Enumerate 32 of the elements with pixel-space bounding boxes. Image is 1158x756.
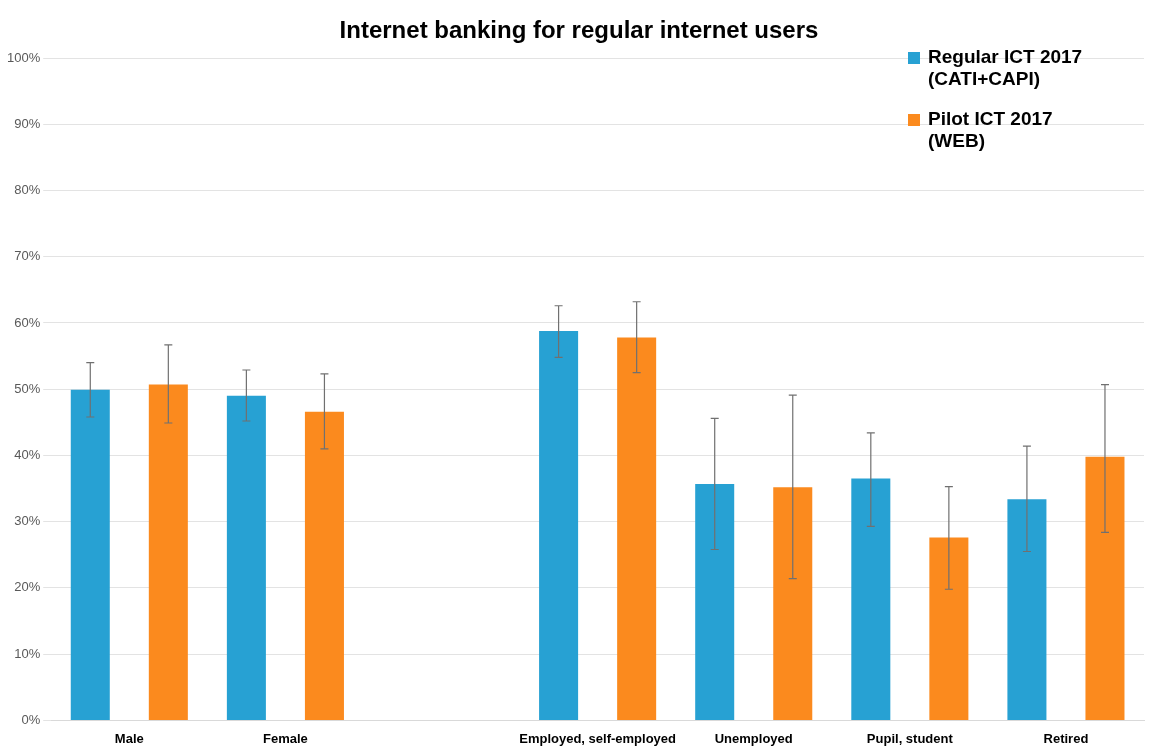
y-tick-label: 40% (14, 447, 41, 463)
y-tick-label: 70% (14, 248, 41, 264)
y-tick-label: 30% (14, 513, 41, 529)
bar (148, 384, 188, 720)
y-tick-label: 10% (14, 645, 41, 661)
y-tick-label: 60% (14, 314, 41, 330)
bar (70, 389, 110, 720)
chart-title: Internet banking for regular internet users (338, 16, 820, 44)
bar (304, 411, 344, 720)
x-tick-label: Pupil, student (866, 730, 954, 746)
bar (929, 537, 969, 720)
legend-label: Pilot ICT 2017 (WEB) (928, 108, 1054, 152)
bar (226, 395, 266, 720)
bar (695, 483, 735, 720)
bar (773, 487, 813, 720)
bar (617, 337, 657, 720)
y-tick-label: 0% (21, 711, 41, 727)
bar (851, 478, 891, 720)
bar (1085, 456, 1125, 720)
y-tick-label: 100% (7, 49, 41, 65)
x-tick-label: Employed, self-employed (519, 730, 677, 746)
y-tick-label: 20% (14, 579, 41, 595)
y-tick-label: 50% (14, 380, 41, 396)
legend-label: Regular ICT 2017 (CATI+CAPI) (928, 46, 1084, 90)
x-tick-label: Unemployed (714, 730, 793, 746)
y-tick-label: 80% (14, 182, 41, 198)
bar (1007, 499, 1047, 720)
bar (539, 330, 579, 720)
x-tick-label: Retired (1043, 730, 1089, 746)
x-tick-label: Male (114, 730, 144, 746)
x-tick-label: Female (263, 730, 308, 746)
y-tick-label: 90% (14, 115, 41, 131)
